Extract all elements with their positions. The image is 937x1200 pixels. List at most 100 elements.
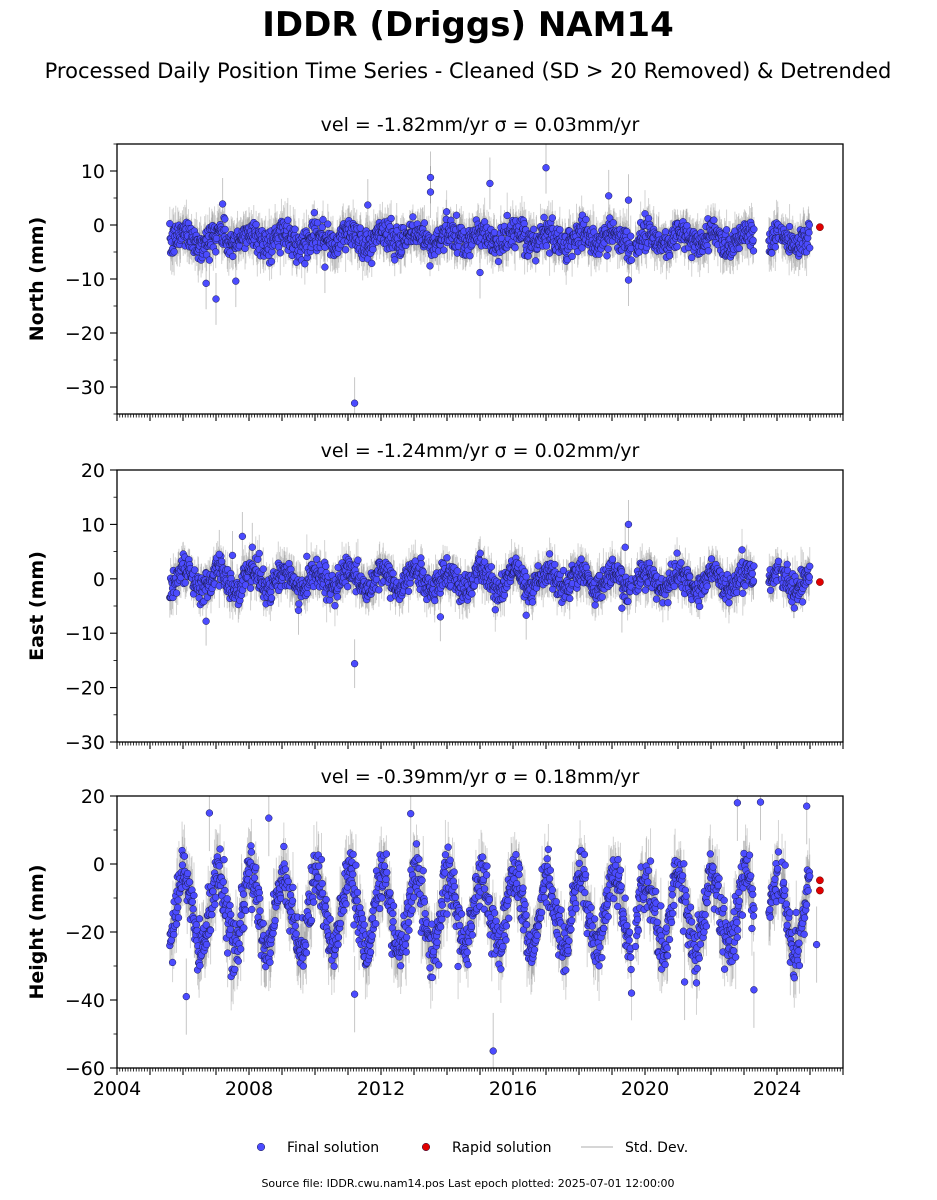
- final-point: [665, 252, 674, 260]
- final-point: [627, 256, 636, 264]
- final-point: [735, 244, 743, 253]
- final-point: [556, 226, 564, 234]
- final-point: [466, 252, 474, 260]
- final-point: [503, 211, 511, 220]
- final-point-outlier: [205, 256, 214, 264]
- final-point: [578, 244, 586, 252]
- final-point-outlier: [624, 196, 633, 204]
- final-point: [623, 227, 631, 236]
- panel-1: vel = -1.82mm/yr σ = 0.03mm/yr North (mm)…: [26, 114, 844, 421]
- y-axis-label: East (mm): [26, 551, 48, 661]
- final-point: [683, 222, 691, 230]
- final-point: [313, 219, 322, 227]
- final-point: [661, 228, 670, 236]
- final-point: [221, 215, 229, 223]
- final-point: [644, 214, 653, 223]
- final-point-outlier: [605, 192, 613, 200]
- final-point: [229, 252, 237, 261]
- final-point: [284, 216, 292, 224]
- final-point: [420, 219, 429, 227]
- y-tick-label: −20: [65, 323, 105, 345]
- y-tick-label: −10: [65, 269, 105, 291]
- final-point: [542, 242, 551, 250]
- final-point-outlier: [476, 268, 484, 277]
- final-point: [301, 260, 309, 268]
- final-point: [426, 262, 434, 270]
- x-axis-ticks: [116, 414, 844, 421]
- y-axis-label: North (mm): [26, 217, 48, 342]
- final-point-outlier: [364, 201, 372, 209]
- final-point: [530, 225, 538, 233]
- final-point: [452, 211, 461, 219]
- final-point: [524, 252, 532, 260]
- final-point: [722, 226, 731, 234]
- rapid-point: [816, 223, 824, 232]
- final-point-outlier: [426, 173, 435, 182]
- final-point: [318, 223, 326, 231]
- final-point: [319, 216, 327, 224]
- final-point: [170, 248, 178, 256]
- y-tick-label: −30: [65, 377, 105, 399]
- final-point: [749, 236, 757, 244]
- data-layer: [166, 144, 824, 414]
- final-point: [276, 249, 284, 257]
- final-point: [603, 252, 611, 260]
- final-point: [310, 209, 318, 217]
- panel-title: vel = -1.24mm/yr σ = 0.02mm/yr: [321, 440, 640, 462]
- final-point: [532, 257, 540, 265]
- final-point-outlier: [202, 279, 210, 287]
- final-point: [391, 256, 399, 264]
- final-point: [494, 257, 503, 266]
- final-point: [212, 248, 220, 256]
- final-point: [568, 252, 576, 261]
- final-point: [604, 245, 612, 253]
- final-point-outlier: [350, 399, 359, 407]
- panel-title: vel = -1.82mm/yr σ = 0.03mm/yr: [321, 114, 640, 136]
- final-point: [582, 215, 590, 224]
- final-point: [673, 243, 681, 251]
- final-point: [750, 225, 758, 233]
- final-point: [442, 208, 451, 216]
- figure-subtitle: Processed Daily Position Time Series - C…: [45, 59, 892, 83]
- final-point: [511, 244, 519, 252]
- data-layer: [166, 500, 824, 689]
- final-point: [540, 213, 548, 222]
- rapid-points: [816, 223, 824, 232]
- final-point-outlier: [542, 164, 550, 172]
- final-point: [688, 253, 696, 262]
- final-point: [341, 246, 350, 254]
- final-point: [324, 220, 332, 228]
- final-point-outlier: [486, 179, 494, 188]
- final-point: [609, 219, 617, 227]
- final-point-outlier: [624, 276, 633, 284]
- final-point: [785, 222, 794, 231]
- final-point: [267, 257, 276, 266]
- final-point: [749, 247, 758, 255]
- final-point: [409, 213, 417, 221]
- final-point: [805, 228, 813, 237]
- final-points: [166, 164, 814, 407]
- final-point: [704, 247, 713, 255]
- final-point-outlier: [426, 188, 435, 196]
- final-point: [221, 225, 229, 234]
- final-point: [368, 259, 376, 268]
- final-point: [548, 214, 556, 222]
- final-point-outlier: [212, 295, 220, 303]
- y-axis-ticks: 10 0 −10 −20 −30: [65, 143, 117, 415]
- final-point: [771, 243, 779, 251]
- final-point-outlier: [232, 277, 240, 285]
- panels: vel = -1.82mm/yr σ = 0.03mm/yr North (mm)…: [26, 114, 844, 1100]
- final-point: [369, 245, 377, 254]
- final-point: [387, 214, 395, 223]
- final-point: [805, 221, 813, 229]
- y-tick-label: 0: [93, 215, 105, 237]
- final-point: [252, 220, 260, 229]
- final-point: [768, 249, 776, 257]
- final-point: [710, 216, 718, 224]
- figure-title: IDDR (Driggs) NAM14: [262, 5, 674, 45]
- final-point-outlier: [218, 200, 227, 208]
- final-point: [440, 246, 448, 254]
- final-point: [291, 225, 299, 233]
